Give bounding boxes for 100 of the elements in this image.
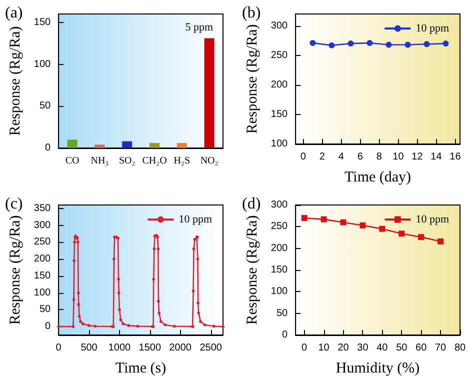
chart-title: (b) bbox=[242, 4, 261, 22]
x-tick-label: NH₃ bbox=[90, 156, 109, 166]
bar bbox=[94, 144, 105, 148]
point bbox=[156, 299, 160, 302]
x-tick-label: CO bbox=[65, 156, 80, 166]
y-tick-label: 250 bbox=[270, 50, 288, 61]
point bbox=[222, 324, 224, 328]
y-tick-label: 150 bbox=[34, 16, 52, 28]
x-tick-label: 8 bbox=[376, 152, 382, 162]
point bbox=[398, 230, 405, 236]
x-tick-label: 2500 bbox=[200, 342, 222, 353]
point bbox=[340, 218, 346, 225]
x-axis-title: Time (day) bbox=[344, 170, 412, 186]
y-tick-label: 300 bbox=[34, 219, 52, 230]
x-tick-label: 60 bbox=[416, 342, 428, 353]
y-tick-label: 50 bbox=[276, 307, 288, 318]
y-tick-label: 250 bbox=[270, 220, 288, 232]
point bbox=[94, 324, 97, 328]
x-tick-label: 40 bbox=[376, 342, 388, 353]
y-tick-label: 200 bbox=[270, 79, 288, 90]
y-axis-title: Response (Rg/Ra) bbox=[244, 24, 260, 134]
x-tick-label: 0 bbox=[56, 342, 62, 353]
legend-label: 10 ppm bbox=[416, 213, 450, 225]
point bbox=[158, 311, 161, 314]
y-tick-label: 0 bbox=[45, 142, 52, 154]
y-axis-title: Response (Rg/Ra) bbox=[8, 214, 24, 324]
y-tick-label: 100 bbox=[34, 58, 52, 70]
point bbox=[164, 322, 167, 326]
y-tick-label: 150 bbox=[270, 108, 288, 120]
x-tick-label: 1000 bbox=[108, 342, 132, 353]
x-tick-label: 30 bbox=[357, 342, 369, 353]
y-tick-label: 300 bbox=[270, 20, 288, 32]
legend-label: 10 ppm bbox=[416, 22, 450, 34]
y-tick-label: 100 bbox=[34, 286, 52, 298]
point bbox=[76, 240, 80, 244]
chart-title: (c) bbox=[5, 195, 23, 212]
y-tick-label: 50 bbox=[39, 304, 52, 315]
x-tick-label: 6 bbox=[357, 152, 364, 162]
y-tick-label: 0 bbox=[282, 329, 288, 340]
x-tick-label: H₂S bbox=[174, 156, 190, 166]
point bbox=[320, 216, 327, 222]
point bbox=[301, 214, 308, 220]
point bbox=[196, 257, 200, 260]
point bbox=[72, 298, 76, 301]
x-tick-label: 10 bbox=[392, 152, 404, 162]
x-tick-label: 14 bbox=[430, 152, 442, 162]
point bbox=[203, 322, 206, 326]
point bbox=[118, 308, 121, 311]
point bbox=[77, 302, 80, 306]
bar bbox=[176, 142, 187, 148]
chart-title: (a) bbox=[5, 4, 23, 22]
x-tick-label: 0 bbox=[300, 152, 306, 162]
bar bbox=[67, 140, 78, 148]
x-tick-label: 500 bbox=[80, 342, 98, 353]
point bbox=[73, 240, 76, 244]
annotation: 5 ppm bbox=[185, 22, 214, 34]
legend-label: 10 ppm bbox=[178, 213, 212, 225]
point bbox=[379, 225, 386, 232]
y-axis-title: Response (Rg/Ra) bbox=[8, 26, 24, 136]
x-tick-label: 12 bbox=[412, 152, 424, 162]
x-tick-label: 2000 bbox=[169, 342, 192, 353]
x-tick-label: 20 bbox=[338, 342, 350, 353]
x-axis-title: Time (s) bbox=[115, 360, 166, 376]
x-tick-label: 10 bbox=[318, 342, 330, 353]
point bbox=[122, 322, 125, 325]
y-tick-label: 250 bbox=[34, 236, 52, 248]
y-tick-label: 300 bbox=[270, 199, 288, 210]
point bbox=[136, 324, 140, 328]
point bbox=[438, 238, 444, 244]
y-axis-title: Response (Rg/Ra) bbox=[244, 214, 260, 324]
y-tick-label: 150 bbox=[270, 264, 288, 275]
x-tick-label: NO₂ bbox=[200, 156, 218, 166]
y-tick-label: 0 bbox=[45, 320, 52, 332]
y-tick-label: 50 bbox=[39, 100, 52, 112]
bar bbox=[204, 38, 214, 148]
y-tick-label: 100 bbox=[270, 286, 288, 297]
x-tick-label: CH₂O bbox=[142, 156, 167, 166]
chart-title: (d) bbox=[242, 195, 261, 212]
x-tick-label: 70 bbox=[434, 342, 447, 353]
point bbox=[117, 290, 120, 294]
point bbox=[57, 324, 60, 328]
x-tick-label: 2 bbox=[319, 152, 326, 162]
x-tick-label: SO₂ bbox=[118, 156, 136, 166]
bar bbox=[122, 141, 132, 148]
y-tick-label: 100 bbox=[270, 138, 288, 150]
point bbox=[117, 277, 120, 280]
x-tick-label: 0 bbox=[302, 342, 308, 353]
point bbox=[152, 277, 156, 280]
x-tick-label: 16 bbox=[450, 152, 462, 162]
x-tick-label: 50 bbox=[396, 342, 408, 353]
y-tick-label: 150 bbox=[34, 270, 52, 281]
y-tick-label: 350 bbox=[34, 202, 52, 214]
y-tick-label: 200 bbox=[270, 242, 288, 254]
point bbox=[72, 324, 75, 328]
point bbox=[72, 258, 76, 262]
x-tick-label: 80 bbox=[454, 342, 466, 353]
point bbox=[172, 324, 176, 328]
x-tick-label: 1500 bbox=[138, 342, 162, 353]
point bbox=[81, 322, 84, 325]
bar bbox=[149, 142, 160, 148]
